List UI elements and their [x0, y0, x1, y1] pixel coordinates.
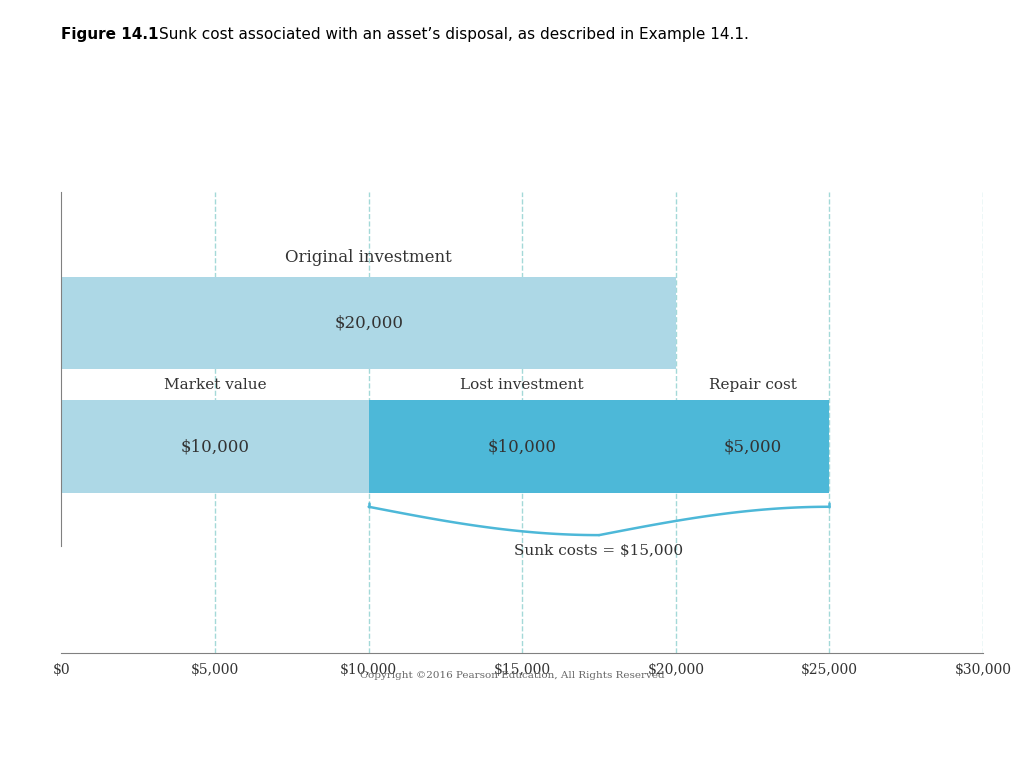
Text: Contemporary Engineering Economics, 6e, GE: Contemporary Engineering Economics, 6e, … — [205, 719, 477, 732]
Text: Lost investment: Lost investment — [461, 378, 584, 392]
Text: PEARSON: PEARSON — [866, 721, 993, 746]
Text: Original investment: Original investment — [286, 249, 452, 266]
Bar — [61, 277, 676, 369]
Text: ALWAYS LEARNING: ALWAYS LEARNING — [20, 727, 153, 740]
Text: Market value: Market value — [164, 378, 266, 392]
Bar — [676, 400, 829, 492]
Text: Copyright ©2016 Pearson Education, All Rights Reserved: Copyright ©2016 Pearson Education, All R… — [359, 671, 665, 680]
Text: Repair cost: Repair cost — [709, 378, 797, 392]
Text: Sunk cost associated with an asset’s disposal, as described in Example 14.1.: Sunk cost associated with an asset’s dis… — [159, 27, 749, 42]
Text: Sunk costs = $15,000: Sunk costs = $15,000 — [514, 544, 684, 558]
Bar — [61, 400, 369, 492]
Text: All Rights Reserved: All Rights Reserved — [630, 742, 744, 755]
Bar — [369, 400, 676, 492]
Text: Figure 14.1: Figure 14.1 — [61, 27, 159, 42]
Text: $10,000: $10,000 — [487, 438, 557, 455]
Text: $20,000: $20,000 — [334, 315, 403, 332]
Text: $5,000: $5,000 — [724, 438, 781, 455]
Text: Chan S. Park: Chan S. Park — [205, 742, 280, 755]
Text: Copyright © 2016, Pearson Education, Ltd.: Copyright © 2016, Pearson Education, Ltd… — [630, 719, 884, 732]
Text: $10,000: $10,000 — [180, 438, 250, 455]
